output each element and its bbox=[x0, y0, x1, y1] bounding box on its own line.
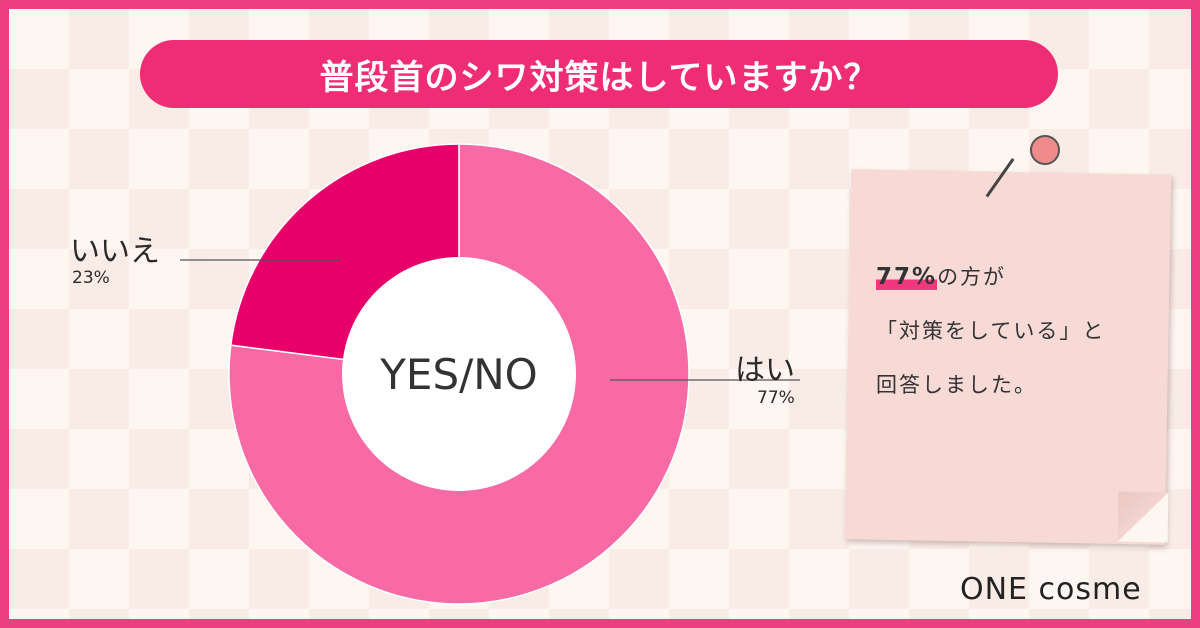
note-line-2: 「対策をしている」と bbox=[876, 319, 1106, 343]
note-highlight: 77% bbox=[876, 264, 938, 290]
donut-hole bbox=[342, 257, 576, 491]
note-text: 77%の方が 「対策をしている」と 回答しました。 bbox=[876, 250, 1156, 412]
note-line-1-rest: の方が bbox=[937, 265, 1007, 289]
pin-icon bbox=[1030, 135, 1060, 165]
label-no-value: 23% bbox=[72, 268, 110, 288]
note-line-3: 回答しました。 bbox=[876, 373, 1037, 397]
title-banner: 普段首のシワ対策はしていますか？ bbox=[140, 40, 1058, 108]
label-yes-name: はい bbox=[735, 353, 795, 388]
note-line-1: 77%の方が bbox=[876, 250, 1156, 304]
brand-logo: ONE cosme bbox=[960, 572, 1142, 607]
center-label: YES/NO bbox=[379, 350, 537, 399]
label-no-name: いいえ bbox=[70, 234, 160, 269]
note-folded-corner bbox=[1117, 491, 1169, 543]
label-yes-value: 77% bbox=[757, 388, 795, 408]
page-title: 普段首のシワ対策はしていますか？ bbox=[319, 57, 879, 98]
